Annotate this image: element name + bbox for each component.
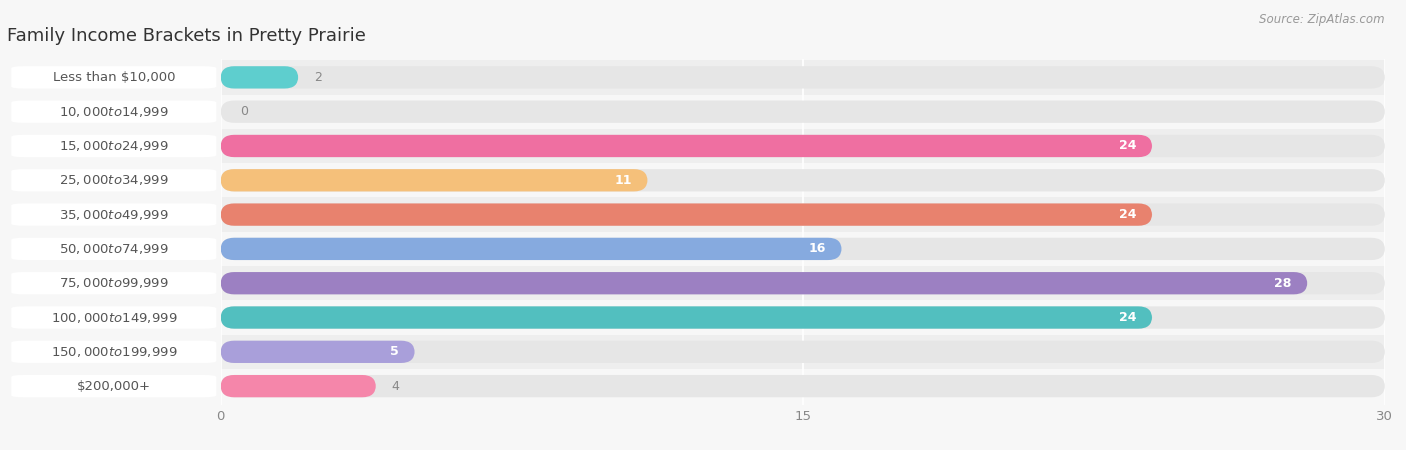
Text: 0: 0 — [240, 105, 247, 118]
FancyBboxPatch shape — [11, 169, 217, 191]
Bar — [221, 300, 1385, 335]
Bar — [221, 94, 1385, 129]
Text: 16: 16 — [808, 243, 827, 256]
FancyBboxPatch shape — [221, 272, 1385, 294]
Bar — [221, 335, 1385, 369]
FancyBboxPatch shape — [221, 203, 1152, 226]
Bar — [221, 60, 1385, 94]
Text: 28: 28 — [1274, 277, 1292, 290]
FancyBboxPatch shape — [221, 238, 1385, 260]
FancyBboxPatch shape — [221, 375, 1385, 397]
FancyBboxPatch shape — [221, 100, 1385, 123]
Text: 4: 4 — [391, 380, 399, 393]
Text: $150,000 to $199,999: $150,000 to $199,999 — [51, 345, 177, 359]
FancyBboxPatch shape — [221, 169, 648, 191]
Bar — [221, 129, 1385, 163]
FancyBboxPatch shape — [221, 306, 1152, 328]
Text: Source: ZipAtlas.com: Source: ZipAtlas.com — [1260, 14, 1385, 27]
Bar — [221, 232, 1385, 266]
FancyBboxPatch shape — [11, 341, 217, 363]
Text: $25,000 to $34,999: $25,000 to $34,999 — [59, 173, 169, 187]
Text: $75,000 to $99,999: $75,000 to $99,999 — [59, 276, 169, 290]
Text: 2: 2 — [314, 71, 322, 84]
FancyBboxPatch shape — [221, 238, 842, 260]
FancyBboxPatch shape — [221, 306, 1385, 328]
FancyBboxPatch shape — [11, 203, 217, 226]
FancyBboxPatch shape — [221, 272, 1308, 294]
Bar — [221, 163, 1385, 198]
FancyBboxPatch shape — [221, 203, 1385, 226]
Bar — [221, 198, 1385, 232]
Text: 24: 24 — [1119, 311, 1136, 324]
Text: 24: 24 — [1119, 140, 1136, 153]
FancyBboxPatch shape — [11, 66, 217, 89]
Text: $35,000 to $49,999: $35,000 to $49,999 — [59, 207, 169, 221]
Text: $10,000 to $14,999: $10,000 to $14,999 — [59, 105, 169, 119]
FancyBboxPatch shape — [221, 375, 375, 397]
Bar — [221, 266, 1385, 300]
Text: Family Income Brackets in Pretty Prairie: Family Income Brackets in Pretty Prairie — [7, 27, 366, 45]
FancyBboxPatch shape — [221, 135, 1385, 157]
Text: $100,000 to $149,999: $100,000 to $149,999 — [51, 310, 177, 324]
FancyBboxPatch shape — [11, 272, 217, 294]
FancyBboxPatch shape — [11, 306, 217, 328]
FancyBboxPatch shape — [221, 66, 1385, 89]
Text: Less than $10,000: Less than $10,000 — [52, 71, 176, 84]
FancyBboxPatch shape — [11, 375, 217, 397]
Bar — [221, 369, 1385, 403]
FancyBboxPatch shape — [11, 238, 217, 260]
Text: 11: 11 — [614, 174, 631, 187]
FancyBboxPatch shape — [221, 341, 1385, 363]
FancyBboxPatch shape — [11, 100, 217, 123]
FancyBboxPatch shape — [11, 135, 217, 157]
Text: 24: 24 — [1119, 208, 1136, 221]
FancyBboxPatch shape — [221, 135, 1152, 157]
FancyBboxPatch shape — [221, 341, 415, 363]
Text: $200,000+: $200,000+ — [77, 380, 150, 393]
Text: 5: 5 — [391, 345, 399, 358]
FancyBboxPatch shape — [221, 66, 298, 89]
Text: $15,000 to $24,999: $15,000 to $24,999 — [59, 139, 169, 153]
FancyBboxPatch shape — [221, 169, 1385, 191]
Text: $50,000 to $74,999: $50,000 to $74,999 — [59, 242, 169, 256]
